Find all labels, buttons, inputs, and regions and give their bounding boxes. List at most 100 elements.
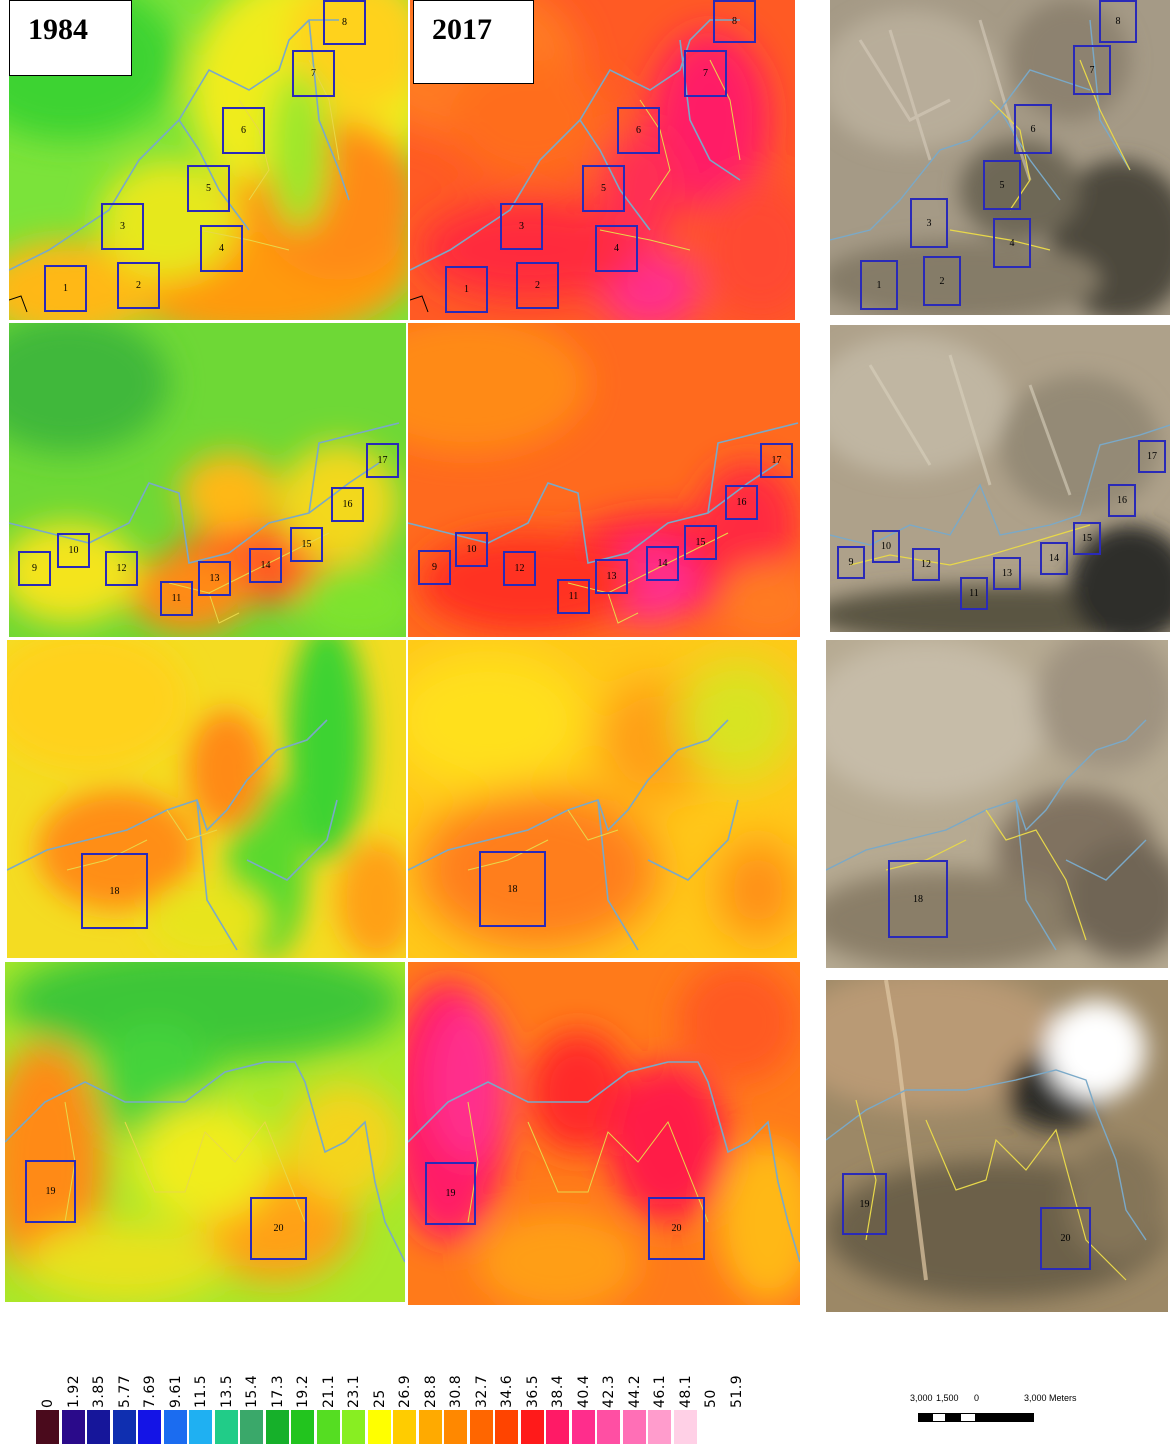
legend-swatch bbox=[138, 1410, 161, 1444]
sample-box-label: 4 bbox=[1009, 237, 1015, 249]
sample-box: 12 bbox=[912, 548, 940, 581]
sample-box: 17 bbox=[760, 443, 793, 478]
sample-box: 2 bbox=[923, 256, 961, 306]
legend-swatch bbox=[571, 1410, 595, 1444]
legend-label-text: 44.2 bbox=[626, 1374, 643, 1408]
legend-label-text: 26.9 bbox=[397, 1374, 413, 1408]
scale-bar: 3,000 1,500 0 3,000 Meters bbox=[910, 1393, 1078, 1433]
sample-box-label: 16 bbox=[736, 497, 747, 508]
sample-box: 10 bbox=[455, 532, 488, 567]
sample-box: 1 bbox=[44, 265, 87, 312]
sample-box: 7 bbox=[1073, 45, 1111, 95]
legend-swatch bbox=[367, 1410, 391, 1444]
sample-box: 9 bbox=[18, 551, 51, 586]
sample-box: 12 bbox=[105, 551, 138, 586]
legend-label: 7.69 bbox=[138, 1340, 163, 1410]
sample-box-label: 16 bbox=[342, 499, 353, 510]
legend-swatch bbox=[546, 1410, 569, 1444]
sample-box-label: 12 bbox=[116, 563, 127, 574]
sample-box-label: 18 bbox=[507, 883, 518, 895]
legend-label-text: 40.4 bbox=[575, 1374, 592, 1408]
legend-label-text: 7.69 bbox=[142, 1374, 158, 1408]
scale-segment bbox=[976, 1413, 1034, 1422]
sample-box: 2 bbox=[516, 262, 559, 309]
legend-label: 21.1 bbox=[317, 1340, 342, 1410]
legend-label: 19.2 bbox=[291, 1340, 316, 1410]
sample-box: 12 bbox=[503, 551, 536, 586]
sample-box-label: 10 bbox=[881, 541, 891, 552]
legend-label: 25 bbox=[368, 1340, 393, 1410]
legend-swatch bbox=[112, 1410, 136, 1444]
scale-label-0: 0 bbox=[974, 1393, 980, 1403]
sample-box: 18 bbox=[888, 860, 948, 938]
legend-label-text: 42.3 bbox=[601, 1374, 617, 1408]
sample-box: 10 bbox=[872, 530, 900, 563]
scale-segment bbox=[960, 1413, 976, 1422]
legend-label: 40.4 bbox=[572, 1340, 597, 1410]
sample-box: 13 bbox=[198, 561, 231, 596]
sample-box: 7 bbox=[684, 50, 727, 97]
legend-label: 36.5 bbox=[521, 1340, 546, 1410]
sample-box: 19 bbox=[425, 1162, 476, 1225]
legend-label: 17.3 bbox=[266, 1340, 291, 1410]
sample-box-label: 2 bbox=[535, 280, 540, 291]
sample-box: 8 bbox=[713, 0, 756, 43]
sample-box-label: 13 bbox=[1002, 568, 1012, 579]
sample-box-label: 10 bbox=[68, 545, 79, 556]
scale-label-meters: 3,000 Meters bbox=[1024, 1393, 1077, 1403]
scale-label-1500: 1,500 bbox=[936, 1393, 959, 1403]
sample-box-label: 13 bbox=[606, 571, 617, 582]
sample-box: 6 bbox=[1014, 104, 1052, 154]
sample-box-label: 5 bbox=[601, 183, 606, 194]
legend-label: 30.8 bbox=[444, 1340, 469, 1410]
sample-box: 9 bbox=[837, 546, 865, 579]
sample-box-label: 16 bbox=[1117, 495, 1127, 506]
scale-segment bbox=[946, 1413, 960, 1422]
sample-box: 1 bbox=[860, 260, 898, 310]
legend-swatch bbox=[444, 1410, 467, 1444]
legend-label: 38.4 bbox=[546, 1340, 571, 1410]
legend-label-text: 11.5 bbox=[193, 1374, 209, 1408]
legend-label-text: 5.77 bbox=[116, 1374, 133, 1408]
sample-box-label: 12 bbox=[921, 559, 931, 570]
legend-swatch bbox=[342, 1410, 365, 1444]
sample-box-label: 12 bbox=[514, 563, 525, 574]
sample-box: 5 bbox=[187, 165, 230, 212]
legend-swatch bbox=[87, 1410, 110, 1444]
map-1984-row4 bbox=[5, 962, 405, 1302]
legend-label-text: 9.61 bbox=[167, 1374, 184, 1408]
sample-box-label: 13 bbox=[209, 573, 220, 584]
legend-label-text: 15.4 bbox=[244, 1374, 260, 1408]
legend-label-text: 0 bbox=[40, 1398, 56, 1408]
sample-box-label: 20 bbox=[273, 1223, 284, 1234]
legend-label-text: 3.85 bbox=[91, 1374, 107, 1408]
sample-box: 4 bbox=[595, 225, 638, 272]
legend-swatch bbox=[648, 1410, 671, 1444]
sample-box-label: 20 bbox=[1060, 1233, 1071, 1244]
sample-box-label: 6 bbox=[241, 125, 246, 136]
scale-segment bbox=[918, 1413, 932, 1422]
legend-label: 23.1 bbox=[342, 1340, 367, 1410]
sample-box-label: 10 bbox=[466, 544, 477, 555]
sample-box-label: 11 bbox=[969, 588, 979, 599]
legend-label: 0 bbox=[36, 1340, 61, 1410]
sample-box: 18 bbox=[479, 851, 546, 927]
legend-swatch bbox=[597, 1410, 620, 1444]
sample-box-label: 9 bbox=[848, 557, 854, 568]
sample-box-label: 20 bbox=[671, 1223, 682, 1234]
sample-box: 3 bbox=[500, 203, 543, 250]
scale-label-3000: 3,000 bbox=[910, 1393, 933, 1403]
scale-segment bbox=[932, 1413, 946, 1422]
sample-box: 20 bbox=[648, 1197, 705, 1260]
legend-label-text: 13.5 bbox=[218, 1374, 235, 1408]
sample-box-label: 14 bbox=[260, 560, 271, 571]
legend-swatch bbox=[214, 1410, 238, 1444]
legend-swatch bbox=[316, 1410, 340, 1444]
map-2017-row4 bbox=[408, 962, 800, 1305]
sample-box-label: 3 bbox=[120, 221, 125, 232]
satellite-row4 bbox=[826, 980, 1168, 1312]
sample-box-label: 4 bbox=[219, 243, 224, 254]
legend-label: 11.5 bbox=[189, 1340, 214, 1410]
legend-label: 28.8 bbox=[419, 1340, 444, 1410]
map-1984-row1 bbox=[9, 0, 408, 320]
